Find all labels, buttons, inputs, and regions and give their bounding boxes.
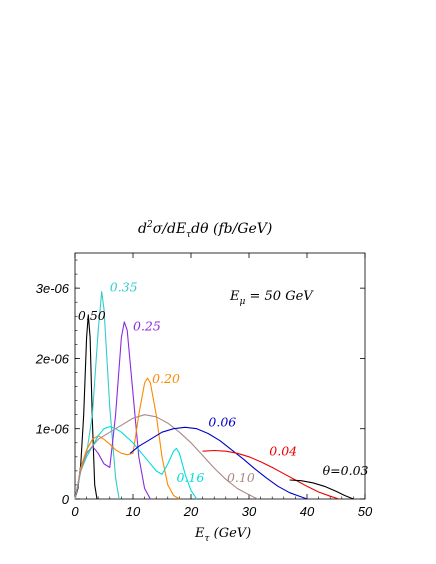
title-subscript: τ [186, 230, 192, 240]
x-tick-label: 50 [358, 504, 373, 519]
y-tick-label: 3e-06 [36, 281, 70, 296]
curve-label: 0.25 [133, 318, 161, 333]
curve-labels: 0.50 0.35 0.25 0.20 0.16 0.10 0.06 0.04 θ=0.03 [78, 280, 369, 485]
title-sigma: σ/dE [153, 221, 186, 237]
annotation-energy: Eμ = 50 GeV [229, 289, 314, 307]
series-line-θ=0.03 [289, 479, 354, 500]
curve-label: 0.20 [152, 371, 180, 386]
y-tick-label: 0 [62, 492, 70, 507]
series-line-0.50 [74, 314, 98, 500]
curves [74, 291, 354, 500]
chart-title: d2σ/dEτdθ (fb/GeV) [138, 220, 272, 240]
curve-label: 0.50 [78, 308, 106, 323]
curve-label: 0.16 [177, 470, 205, 485]
plot-frame [74, 252, 366, 500]
x-tick-label: 30 [242, 504, 257, 519]
curve-label: 0.35 [110, 280, 138, 295]
annotation-subscript: μ [240, 297, 246, 307]
annotation-main: E [229, 289, 240, 304]
series-line-0.10 [74, 414, 258, 500]
y-tick-label: 1e-06 [36, 422, 70, 437]
series-line-0.06 [129, 426, 308, 500]
axes: 0 10 20 30 40 50 0 1e-06 2e-06 3e-06 [35, 253, 373, 519]
x-tick-label: 0 [71, 504, 79, 519]
x-tick-label: 20 [183, 504, 199, 519]
curve-label: 0.06 [208, 415, 236, 430]
xlabel-main: E [194, 526, 205, 541]
xlabel-subscript: τ [205, 534, 211, 544]
series-line-0.20 [74, 377, 180, 500]
x-tick-label: 10 [126, 504, 141, 519]
title-superscript: 2 [146, 220, 153, 230]
title-tail: dθ (fb/GeV) [191, 221, 272, 237]
curve-label: θ=0.03 [323, 463, 369, 478]
curve-label: 0.10 [227, 470, 255, 485]
x-tick-label: 40 [300, 504, 315, 519]
series-line-0.16 [74, 426, 198, 500]
curve-label: 0.04 [269, 443, 297, 458]
x-axis-label: Eτ (GeV) [194, 526, 251, 544]
series-line-0.04 [202, 449, 340, 500]
title-d: d [138, 221, 147, 237]
y-tick-label: 2e-06 [35, 351, 70, 366]
xlabel-tail: (GeV) [209, 526, 251, 541]
annotation-tail: = 50 GeV [245, 289, 314, 304]
